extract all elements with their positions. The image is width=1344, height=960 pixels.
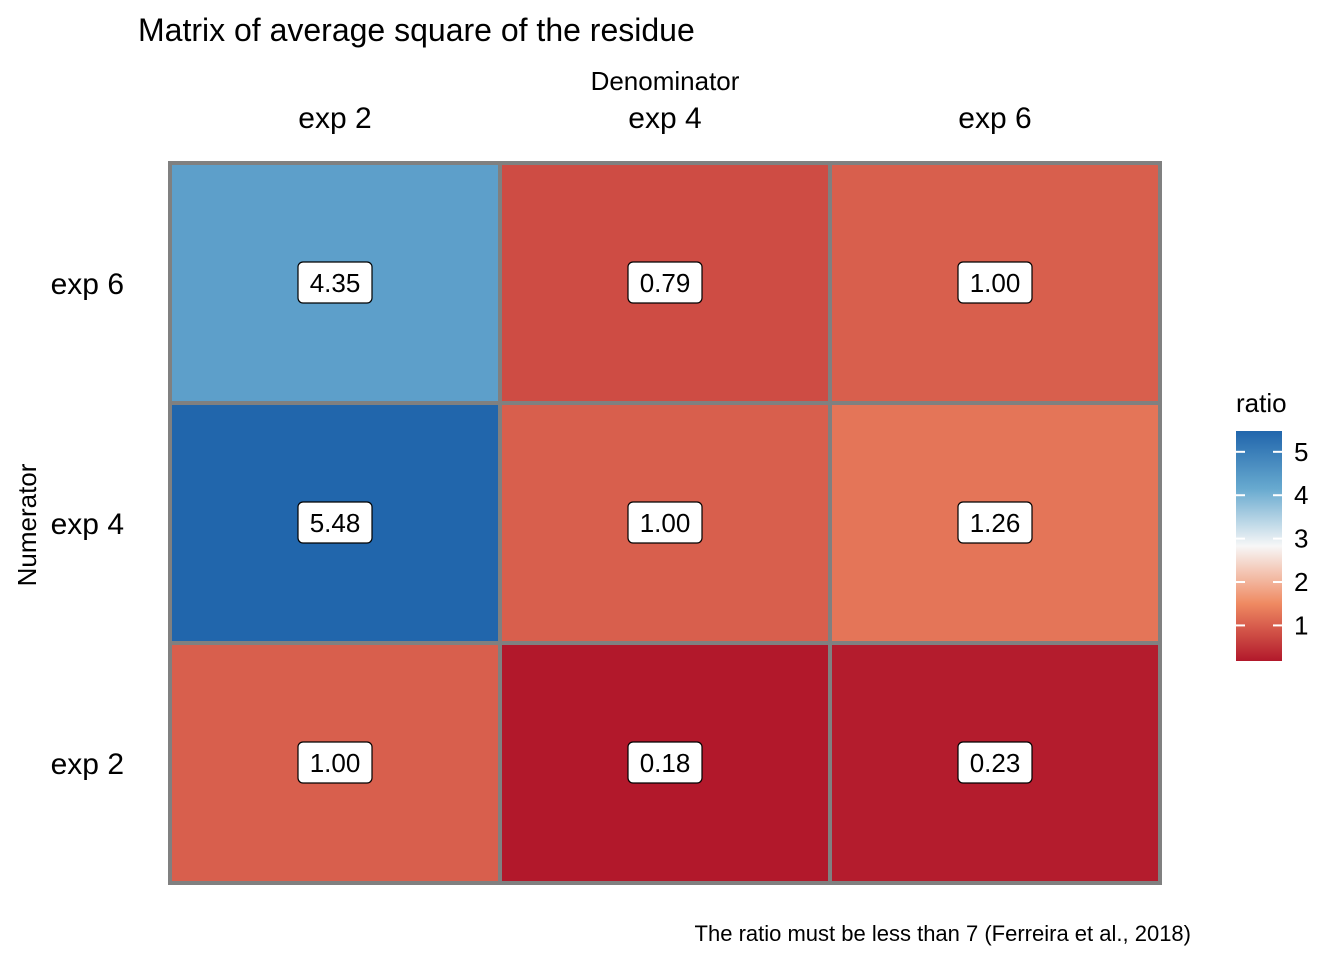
cell-label-box	[957, 261, 1033, 304]
y-tick-label: exp 2	[51, 748, 124, 781]
cell-label-box	[627, 501, 703, 544]
y-axis-title: Numerator	[12, 463, 42, 586]
legend-colorbar	[1236, 431, 1282, 661]
cell-label-box	[297, 261, 373, 304]
cell-label-box	[297, 501, 373, 544]
cell-value-label: 4.35	[310, 268, 361, 298]
cell-value-label: 1.00	[310, 748, 361, 778]
color-legend: ratio 1 2 3 4 5	[1236, 388, 1308, 661]
cell-label-box	[957, 741, 1033, 784]
legend-title: ratio	[1236, 388, 1287, 418]
cell-value-label: 0.23	[970, 748, 1021, 778]
legend-ticks: 1 2 3 4 5	[1236, 437, 1308, 640]
legend-tick-label: 1	[1294, 610, 1308, 640]
cell-value-label: 0.79	[640, 268, 691, 298]
cell-value-label: 5.48	[310, 508, 361, 538]
x-axis-title: Denominator	[591, 66, 740, 96]
cell-value-label: 1.00	[640, 508, 691, 538]
cell-label-box	[627, 741, 703, 784]
x-tick-label: exp 2	[298, 102, 371, 135]
x-axis-ticks: exp 2 exp 4 exp 6	[298, 102, 1031, 135]
cell-value-label: 1.26	[970, 508, 1021, 538]
legend-tick-label: 2	[1294, 567, 1308, 597]
y-tick-label: exp 4	[51, 508, 124, 541]
chart-title: Matrix of average square of the residue	[138, 12, 695, 48]
cell-value-label: 1.00	[970, 268, 1021, 298]
chart-caption: The ratio must be less than 7 (Ferreira …	[695, 921, 1191, 946]
y-tick-label: exp 6	[51, 268, 124, 301]
legend-tick-label: 5	[1294, 437, 1308, 467]
x-tick-label: exp 4	[628, 102, 701, 135]
x-tick-label: exp 6	[958, 102, 1031, 135]
heatmap-cells: 4.35 0.79 1.00 5.48 1.00 1.26 1.00 0.18 0.23	[168, 161, 1162, 885]
cell-value-label: 0.18	[640, 748, 691, 778]
y-axis-ticks: exp 6 exp 4 exp 2	[51, 268, 124, 781]
legend-tick-label: 4	[1294, 480, 1308, 510]
cell-label-box	[627, 261, 703, 304]
cell-label-box	[297, 741, 373, 784]
cell-label-box	[957, 501, 1033, 544]
legend-tick-label: 3	[1294, 524, 1308, 554]
